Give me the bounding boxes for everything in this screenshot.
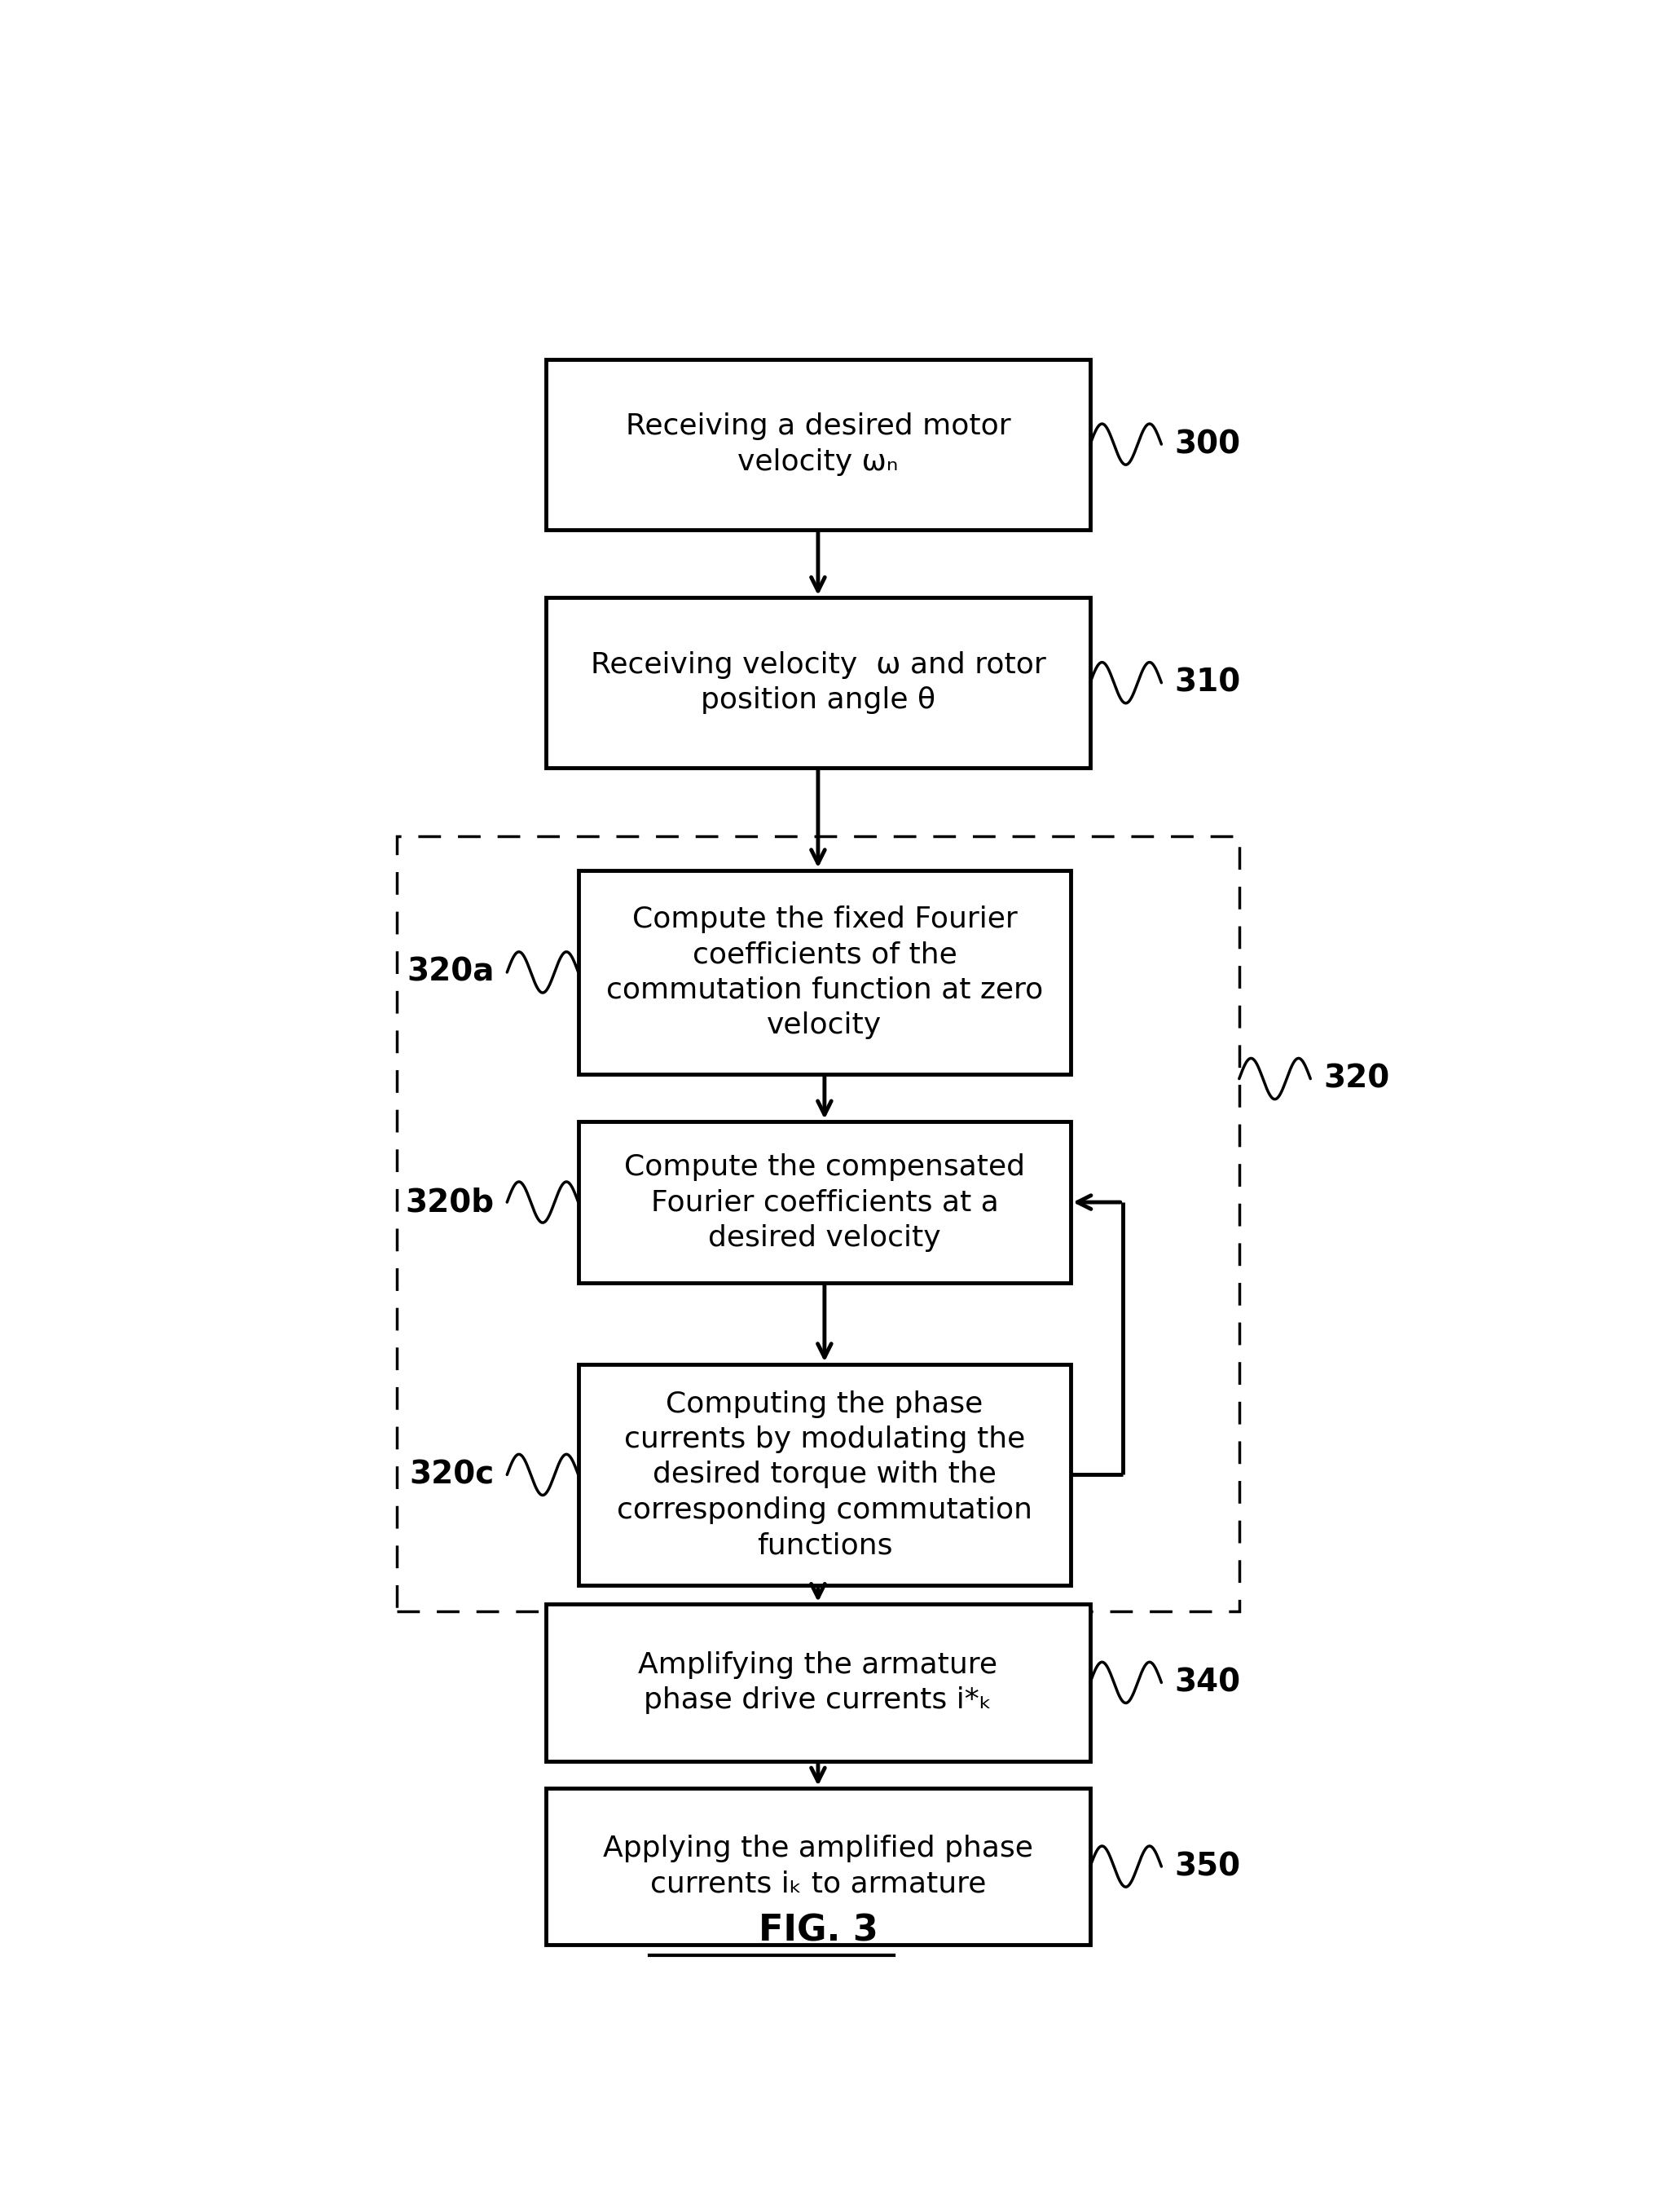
Text: Applying the amplified phase
currents iₖ to armature: Applying the amplified phase currents iₖ… xyxy=(604,1836,1033,1898)
Text: Amplifying the armature
phase drive currents i*ₖ: Amplifying the armature phase drive curr… xyxy=(639,1650,998,1714)
Bar xyxy=(545,597,1090,768)
Text: 350: 350 xyxy=(1174,1851,1241,1882)
Text: Compute the compensated
Fourier coefficients at a
desired velocity: Compute the compensated Fourier coeffici… xyxy=(624,1152,1025,1252)
Text: Receiving velocity  ω and rotor
position angle θ: Receiving velocity ω and rotor position … xyxy=(590,650,1045,714)
Bar xyxy=(545,1604,1090,1761)
Text: Compute the fixed Fourier
coefficients of the
commutation function at zero
veloc: Compute the fixed Fourier coefficients o… xyxy=(605,905,1043,1040)
Text: 300: 300 xyxy=(1174,429,1241,460)
Text: 310: 310 xyxy=(1174,668,1241,699)
Bar xyxy=(579,869,1070,1075)
Bar xyxy=(545,358,1090,529)
Bar xyxy=(545,1787,1090,1944)
Text: 320a: 320a xyxy=(406,958,495,989)
Text: Computing the phase
currents by modulating the
desired torque with the
correspon: Computing the phase currents by modulati… xyxy=(617,1389,1032,1559)
Text: 320: 320 xyxy=(1324,1064,1389,1095)
Text: 320c: 320c xyxy=(410,1460,495,1491)
Text: Receiving a desired motor
velocity ωₙ: Receiving a desired motor velocity ωₙ xyxy=(625,414,1010,476)
Text: 320b: 320b xyxy=(405,1186,495,1219)
Bar xyxy=(396,836,1239,1610)
Bar xyxy=(579,1365,1070,1586)
Text: 340: 340 xyxy=(1174,1668,1241,1699)
Text: FIG. 3: FIG. 3 xyxy=(757,1913,878,1949)
Bar xyxy=(579,1121,1070,1283)
